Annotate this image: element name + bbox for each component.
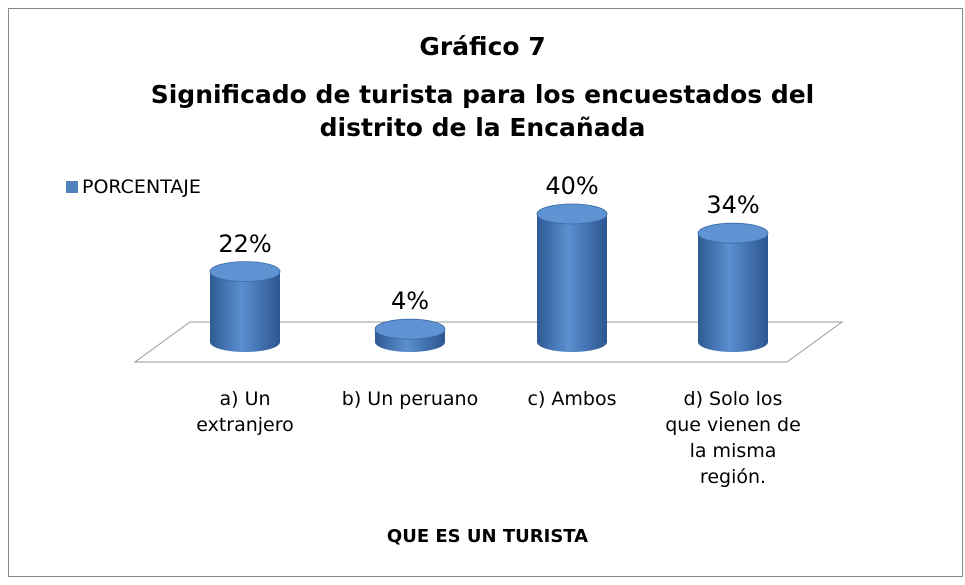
bar-top	[536, 203, 608, 225]
data-label: 22%	[218, 229, 272, 258]
floor	[133, 321, 844, 363]
bar	[374, 318, 446, 352]
bar-body	[210, 271, 280, 352]
data-label: 4%	[390, 287, 430, 316]
bar	[697, 222, 769, 352]
bar	[209, 261, 281, 352]
x-tick-label: c) Ambos	[527, 388, 617, 410]
data-label: 40%	[545, 172, 599, 200]
bar-body	[698, 233, 768, 352]
bar-top	[209, 261, 281, 283]
chart-subtitle: Significado de turista para los encuesta…	[150, 80, 815, 142]
frame	[8, 8, 963, 577]
x-tick-label: d) Solo los que vienen de la misma regió…	[665, 388, 801, 488]
x-tick-label: a) Un extranjero	[196, 388, 294, 436]
x-tick-label: b) Un peruano	[341, 388, 479, 410]
bar-top	[697, 222, 769, 244]
data-label: 34%	[706, 191, 760, 220]
legend-swatch	[66, 181, 78, 193]
bar-body	[537, 214, 607, 352]
legend: PORCENTAJE	[66, 176, 201, 198]
bar-top	[374, 318, 446, 340]
x-axis-title: QUE ES UN TURISTA	[386, 526, 589, 547]
chart-title: Gráfico 7	[419, 32, 546, 61]
legend-label: PORCENTAJE	[82, 176, 201, 198]
bar	[536, 203, 608, 352]
